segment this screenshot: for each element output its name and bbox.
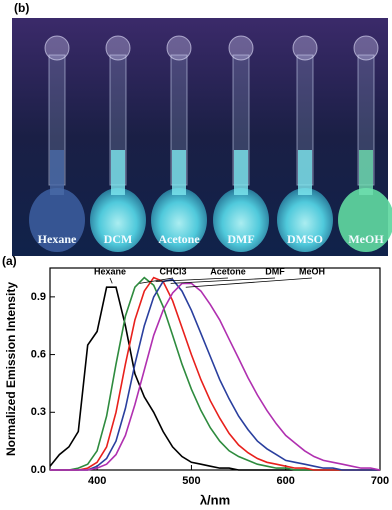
legend-label: MeOH: [299, 266, 325, 276]
flask-bulb: [277, 188, 333, 252]
spectrum-line: [50, 276, 380, 471]
flask-liquid: [359, 150, 373, 195]
flask-liquid: [172, 150, 186, 195]
flask-liquid: [50, 150, 64, 195]
plot-frame: [49, 267, 381, 471]
leader-line: [139, 277, 174, 284]
flask-stopper: [105, 35, 131, 61]
flask-liquid: [111, 150, 125, 195]
x-tick-label: 600: [277, 475, 295, 487]
solvent-label: MeOH: [348, 232, 384, 246]
flask-stopper: [353, 35, 379, 61]
flask-stopper: [44, 35, 70, 61]
flask-bulb: [90, 188, 146, 252]
solvent-label: DMF: [227, 232, 254, 246]
x-tick-label: 400: [88, 475, 106, 487]
spectrum-line: [50, 278, 380, 471]
leader-line: [170, 277, 276, 284]
flask-bulb: [29, 188, 85, 252]
panel-label: (a): [2, 254, 17, 268]
legend-label: CHCl3: [159, 266, 186, 276]
leader-line: [155, 277, 229, 282]
y-tick-label: 0.6: [31, 348, 46, 360]
legend-label: DMF: [265, 266, 285, 276]
flask-stopper: [228, 35, 254, 61]
legend-label: Hexane: [94, 266, 126, 276]
flask-liquid: [298, 150, 312, 195]
spectrum-line: [50, 276, 380, 471]
spectrum-line: [50, 282, 381, 471]
legend-label: Acetone: [210, 266, 246, 276]
flask-stopper: [292, 35, 318, 61]
y-axis-title: Normalized Emission Intensity: [4, 282, 18, 456]
flask-bulb: [213, 188, 269, 252]
solvent-label: Acetone: [158, 232, 200, 246]
y-tick-label: 0.0: [31, 464, 46, 476]
y-tick-label: 0.3: [31, 406, 46, 418]
leader-line: [109, 277, 113, 284]
y-tick-label: 0.9: [31, 291, 46, 303]
flask-bulb: [338, 188, 392, 252]
flask-stopper: [166, 35, 192, 61]
panel-label: (b): [14, 1, 29, 15]
solvent-label: DCM: [104, 232, 133, 246]
x-tick-label: 700: [371, 475, 389, 487]
leader-line: [185, 277, 313, 288]
solvent-label: DMSO: [287, 232, 323, 246]
x-axis-title: λ/nm: [200, 492, 230, 507]
x-tick-label: 500: [182, 475, 200, 487]
solvent-label: Hexane: [38, 232, 77, 246]
flask-liquid: [234, 150, 248, 195]
flask-bulb: [151, 188, 207, 252]
